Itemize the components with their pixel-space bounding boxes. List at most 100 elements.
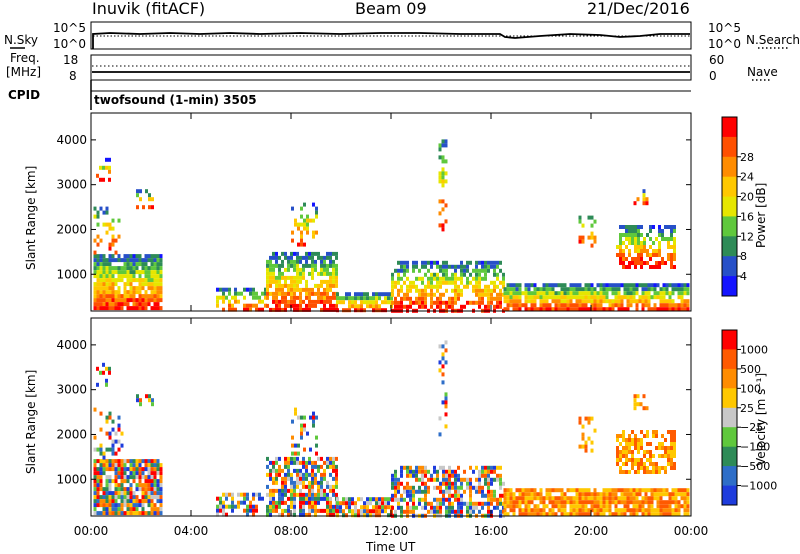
echo-cell	[637, 462, 640, 466]
echo-cell	[551, 496, 555, 501]
echo-cell	[509, 508, 513, 513]
echo-cell	[493, 272, 496, 277]
echo-cell	[132, 503, 136, 508]
echo-cell	[674, 504, 678, 509]
echo-cell	[638, 488, 642, 493]
echo-cell	[147, 270, 151, 275]
echo-cell	[448, 477, 451, 482]
echo-cell	[138, 306, 142, 311]
echo-cell	[578, 287, 582, 292]
echo-cell	[314, 299, 317, 304]
echo-cell	[308, 299, 311, 304]
echo-cell	[650, 512, 654, 517]
echo-cell	[255, 508, 258, 513]
echo-cell	[406, 501, 409, 506]
echo-cell	[272, 488, 275, 493]
echo-cell	[105, 491, 109, 496]
echo-cell	[323, 267, 326, 272]
echo-cell	[563, 303, 567, 308]
echo-cell	[153, 487, 157, 492]
echo-cell	[216, 504, 219, 509]
echo-cell	[99, 411, 103, 416]
echo-cell	[424, 272, 427, 277]
echo-cell	[487, 501, 490, 506]
echo-cell	[665, 488, 669, 493]
echo-cell	[542, 508, 546, 513]
echo-cell	[132, 467, 136, 472]
echo-cell	[281, 271, 284, 276]
echo-cell	[421, 473, 424, 478]
echo-cell	[252, 291, 255, 296]
echo-cell	[518, 299, 522, 304]
echo-cell	[296, 484, 299, 489]
echo-cell	[150, 467, 154, 472]
echo-cell	[457, 485, 460, 490]
echo-cell	[637, 225, 640, 229]
echo-cell	[436, 260, 439, 265]
echo-cell	[156, 282, 160, 287]
echo-cell	[619, 249, 622, 253]
echo-cell	[269, 307, 272, 312]
echo-cell	[138, 274, 142, 279]
echo-cell	[384, 296, 387, 301]
echo-cell	[578, 291, 582, 296]
echo-cell	[99, 479, 103, 484]
echo-cell	[99, 274, 103, 279]
echo-cell	[557, 299, 561, 304]
echo-cell	[144, 475, 148, 480]
echo-cell	[427, 501, 430, 506]
echo-cell	[642, 193, 646, 198]
echo-cell	[457, 477, 460, 482]
echo-cell	[650, 492, 654, 497]
echo-cell	[397, 489, 400, 494]
echo-cell	[114, 499, 118, 504]
echo-cell	[335, 267, 338, 272]
echo-cell	[366, 501, 369, 506]
echo-cell	[287, 464, 290, 469]
echo-cell	[427, 260, 430, 265]
echo-cell	[643, 470, 646, 474]
echo-cell	[496, 497, 499, 502]
echo-cell	[320, 255, 323, 260]
echo-cell	[275, 460, 278, 465]
echo-cell	[563, 512, 567, 517]
echo-cell	[566, 299, 570, 304]
y-tick-label: 2000	[56, 427, 87, 441]
echo-cell	[135, 290, 139, 295]
echo-cell	[336, 497, 339, 502]
echo-cell	[156, 270, 160, 275]
echo-cell	[619, 257, 622, 261]
echo-cell	[266, 508, 269, 513]
echo-cell	[284, 275, 287, 280]
echo-cell	[153, 511, 157, 516]
echo-cell	[584, 299, 588, 304]
colorbar-segment	[722, 117, 737, 138]
echo-cell	[617, 512, 621, 517]
echo-cell	[478, 473, 481, 478]
echo-cell	[311, 504, 314, 509]
echo-cell	[156, 294, 160, 299]
echo-cell	[311, 263, 314, 268]
echo-cell	[335, 255, 338, 260]
echo-cell	[93, 487, 97, 492]
echo-cell	[311, 464, 314, 469]
echo-cell	[512, 500, 516, 505]
echo-cell	[616, 253, 619, 257]
echo-cell	[99, 370, 102, 375]
cpid-value: twofsound (1-min) 3505	[94, 93, 257, 107]
echo-cell	[625, 237, 628, 241]
echo-cell	[123, 294, 127, 299]
echo-cell	[314, 464, 317, 469]
echo-cell	[291, 230, 294, 235]
echo-cell	[108, 467, 112, 472]
echo-cell	[554, 303, 558, 308]
echo-cell	[512, 299, 516, 304]
echo-cell	[397, 276, 400, 281]
echo-cell	[302, 275, 305, 280]
echo-cell	[378, 304, 381, 309]
echo-cell	[144, 278, 148, 283]
echo-cell	[560, 283, 564, 288]
echo-cell	[108, 286, 112, 291]
echo-cell	[108, 177, 111, 182]
echo-cell	[126, 459, 130, 464]
